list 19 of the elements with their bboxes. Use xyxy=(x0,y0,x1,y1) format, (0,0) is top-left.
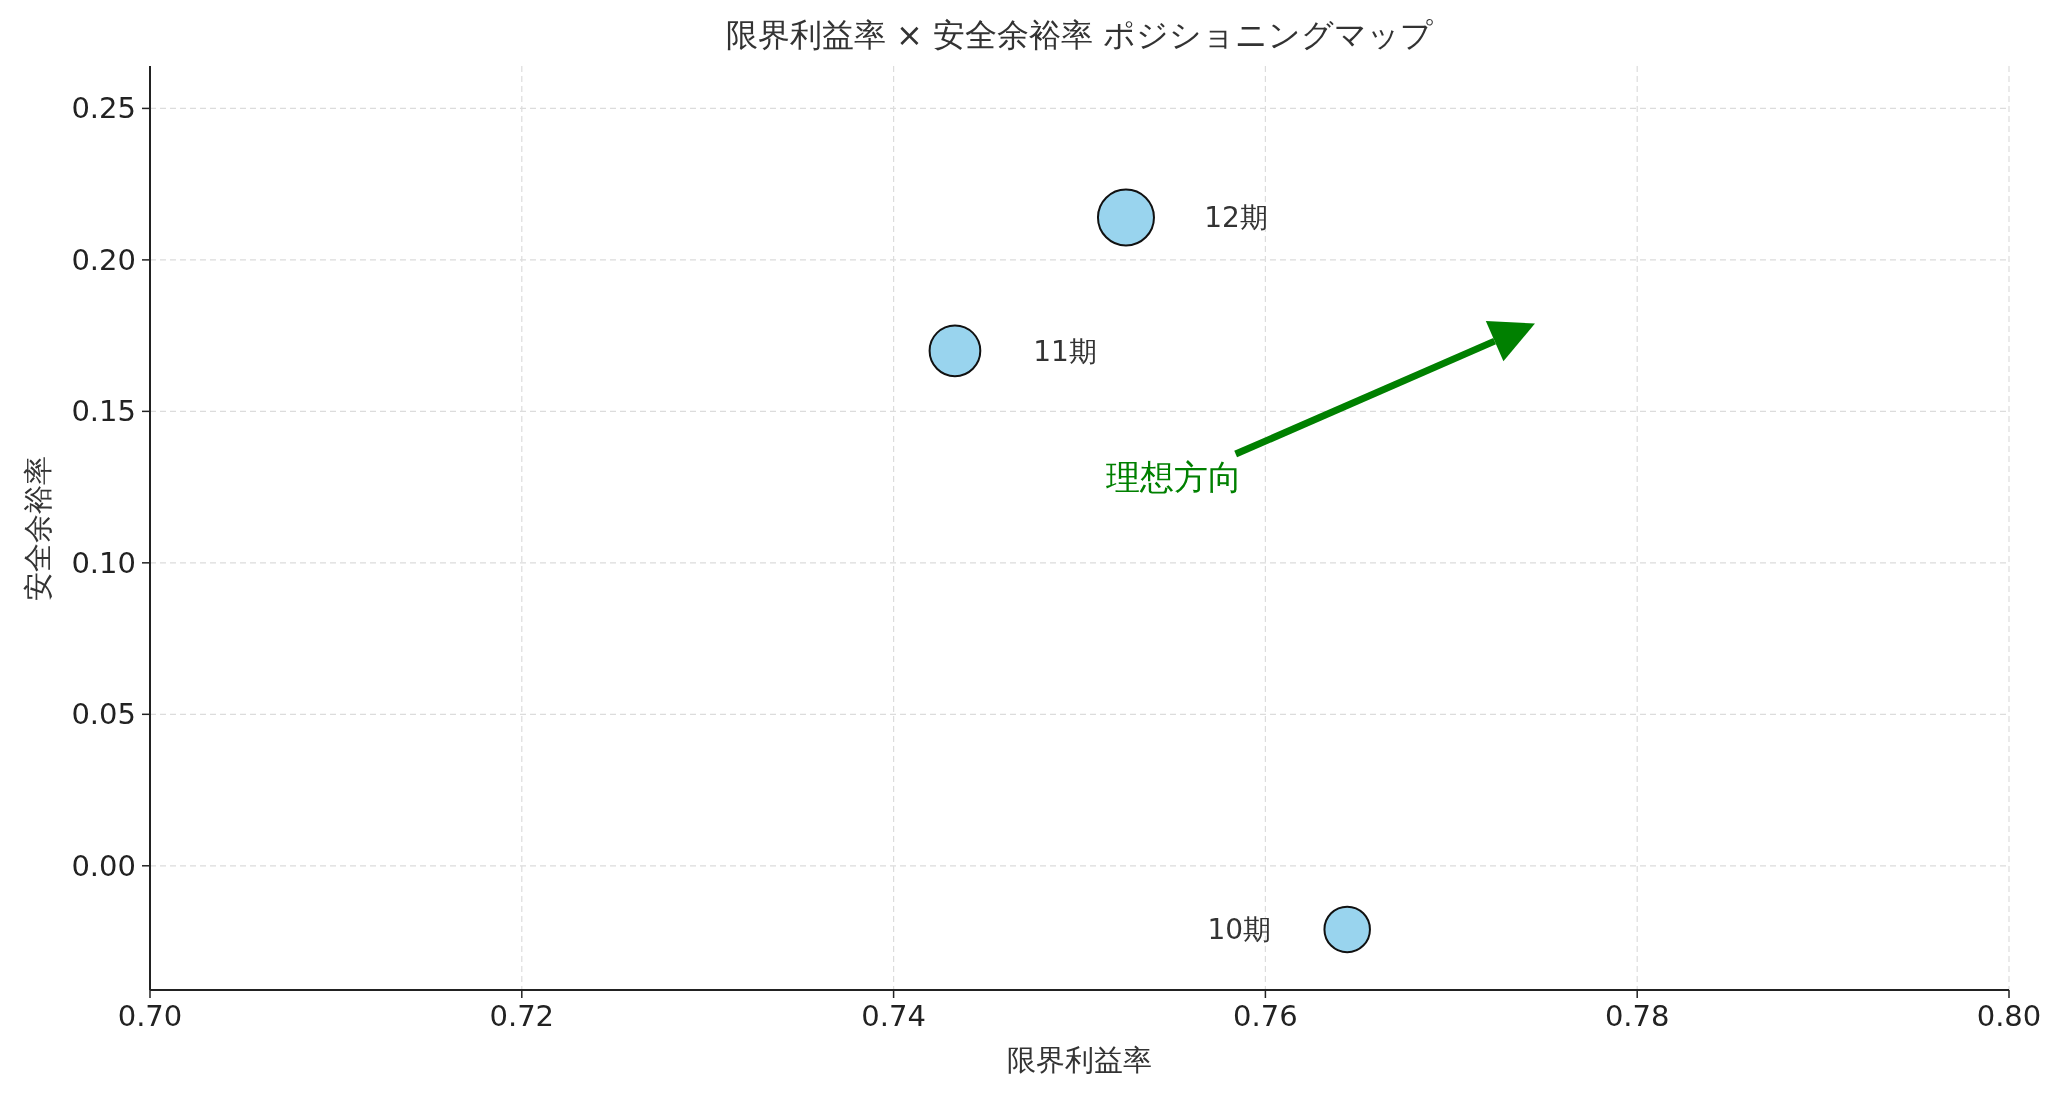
annotation: 理想方向 xyxy=(1106,456,1243,497)
y-axis-title: 安全余裕率 xyxy=(21,455,55,601)
x-tick-label: 0.72 xyxy=(489,999,555,1033)
x-axis-title: 限界利益率 xyxy=(1007,1043,1152,1077)
x-tick-label: 0.80 xyxy=(1976,999,2042,1033)
chart-title: 限界利益率 × 安全余裕率 ポジショニングマップ xyxy=(725,16,1434,54)
y-tick-label: 0.00 xyxy=(71,848,136,883)
y-tick-label: 0.15 xyxy=(71,394,136,429)
annotation: 12期 xyxy=(1204,201,1268,235)
annotation: 10期 xyxy=(1207,913,1272,947)
y-tick-label: 0.25 xyxy=(71,91,136,126)
y-tick-label: 0.20 xyxy=(71,242,136,277)
x-tick-label: 0.70 xyxy=(117,999,183,1033)
x-tick-label: 0.74 xyxy=(861,999,926,1033)
x-tick-label: 0.76 xyxy=(1233,999,1298,1033)
y-tick-label: 0.10 xyxy=(71,545,136,580)
x-tick-label: 0.78 xyxy=(1604,999,1670,1033)
y-tick-label: 0.05 xyxy=(71,697,136,732)
annotation: 11期 xyxy=(1033,334,1097,368)
